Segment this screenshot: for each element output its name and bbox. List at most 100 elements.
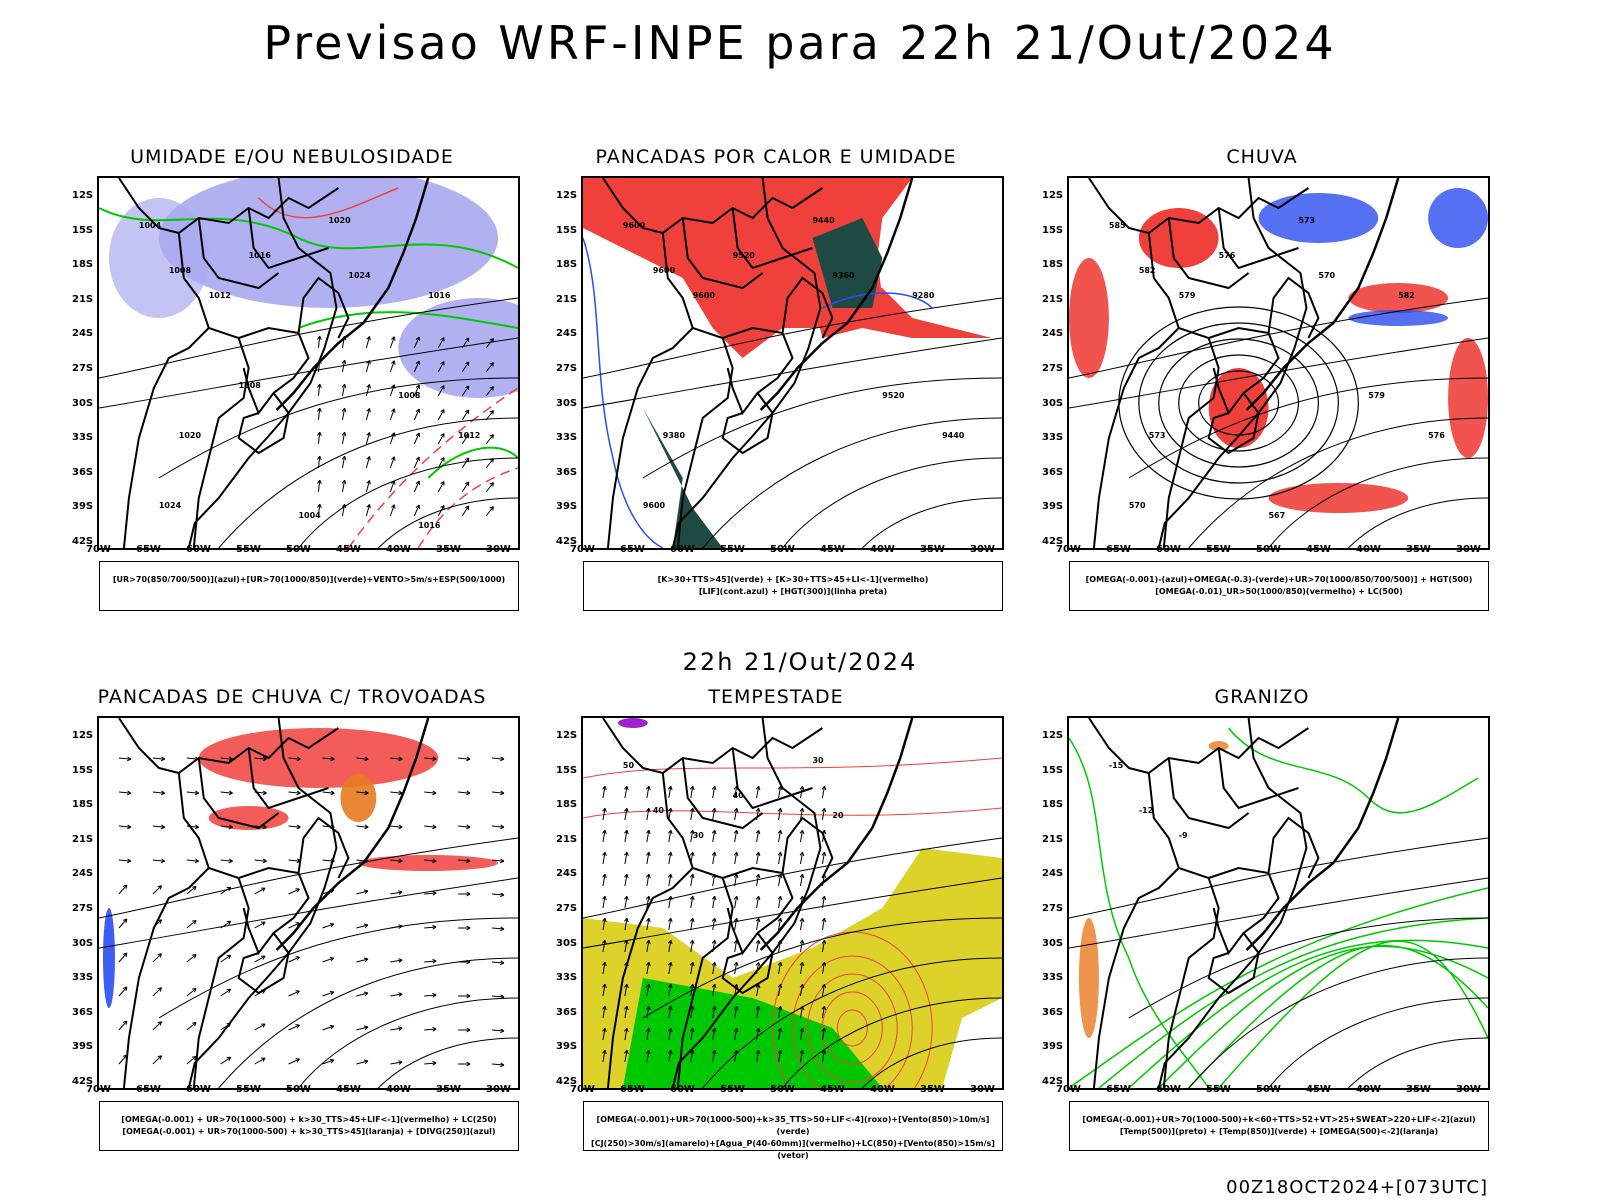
wind-vector	[356, 790, 369, 796]
longitude-label: 70W	[570, 1084, 595, 1095]
wind-vector	[389, 480, 396, 493]
mid-date-label: 22h 21/Out/2024	[682, 648, 918, 676]
wind-vector	[341, 503, 347, 517]
longitude-label: 70W	[570, 544, 595, 555]
wind-vector	[821, 895, 827, 909]
latitude-label: 18S	[72, 799, 94, 811]
wind-vector	[118, 986, 128, 997]
latitude-label: 33S	[72, 972, 94, 984]
wind-vector	[755, 983, 761, 997]
map-area	[97, 716, 520, 1090]
contour-label: 9380	[663, 431, 686, 440]
longitude-label: 55W	[1206, 1084, 1231, 1095]
wind-vector	[602, 851, 607, 865]
isoline	[1268, 997, 1488, 1088]
longitude-label: 50W	[286, 1084, 311, 1095]
wind-vector	[646, 1027, 651, 1041]
country-border	[722, 866, 794, 956]
wind-vector	[461, 433, 470, 445]
wind-vector	[799, 895, 805, 909]
wind-vector	[288, 1024, 300, 1031]
wind-vector	[689, 807, 695, 821]
wind-vector	[254, 824, 267, 830]
wind-vector	[413, 456, 420, 469]
latitude-label: 27S	[72, 363, 94, 374]
isoline	[99, 337, 518, 409]
wind-vector	[254, 858, 267, 864]
legend-line: [OMEGA(-0.001)-(azul)+OMEGA(-0.3)-(verde…	[1085, 575, 1473, 584]
wind-vector	[288, 1058, 300, 1065]
wind-vector	[777, 961, 783, 975]
country-border	[1217, 747, 1299, 810]
legend-line: [UR>70(850/700/500)](azul)+[UR>70(1000/8…	[112, 575, 506, 584]
wind-vector	[437, 433, 445, 445]
wind-vector	[461, 409, 470, 421]
wind-vector	[733, 829, 739, 843]
wind-vector	[492, 994, 505, 1000]
wind-vector	[624, 829, 629, 843]
wind-vector	[186, 953, 197, 963]
wind-vector	[492, 960, 505, 966]
wind-vector	[689, 1049, 695, 1063]
latitude-label: 18S	[72, 259, 94, 271]
wind-vector	[711, 961, 717, 975]
wind-vector	[733, 1005, 739, 1019]
wind-vector	[777, 873, 783, 887]
wind-vector	[389, 408, 396, 421]
wind-vector	[424, 890, 437, 896]
wind-vector	[461, 361, 470, 373]
wind-vector	[317, 503, 322, 517]
latitude-label: 24S	[556, 328, 578, 340]
contour-label: 40	[733, 791, 745, 800]
wind-vector	[799, 851, 805, 865]
wind-vector	[602, 1005, 607, 1019]
wind-vector	[437, 337, 445, 349]
latitude-label: 36S	[72, 466, 94, 478]
country-border	[1167, 217, 1250, 290]
wind-vector	[602, 1049, 607, 1063]
wind-vector	[602, 961, 607, 975]
legend-box: [OMEGA(-0.001) + UR>70(1000-500) + k>30_…	[99, 1101, 519, 1151]
country-border	[118, 178, 339, 235]
coastline	[759, 718, 914, 951]
wind-vector	[365, 408, 371, 421]
latitude-label: 42S	[72, 1076, 94, 1087]
thunderstorm-red-area	[358, 855, 499, 871]
pressure-red-contour	[583, 807, 1002, 819]
wind-vector	[711, 1049, 717, 1063]
wind-vector	[799, 873, 805, 887]
isoline	[1069, 297, 1488, 379]
wind-vector	[461, 457, 470, 469]
longitude-label: 60W	[186, 544, 211, 555]
contour-label: 1012	[458, 431, 480, 440]
legend-line: [CJ(250)>30m/s](amarelo)+[Agua_P(40-60mm…	[591, 1139, 995, 1160]
isoline	[861, 497, 1002, 548]
wind-vector	[624, 785, 629, 799]
wind-vector	[821, 1005, 827, 1019]
wind-vector	[711, 851, 717, 865]
wind-vector	[317, 431, 322, 445]
wind-vector	[733, 1027, 739, 1041]
latitude-label: 33S	[1042, 972, 1064, 984]
country-border	[606, 867, 694, 1088]
latitude-label: 30S	[556, 397, 578, 409]
wind-vector	[288, 990, 300, 997]
contour-label: 9600	[653, 266, 676, 275]
wind-vector	[186, 756, 199, 762]
wind-vector	[711, 939, 717, 953]
wind-vector	[118, 756, 132, 762]
country-border	[1147, 232, 1220, 548]
country-border	[197, 757, 280, 830]
rain-red-area	[1208, 368, 1269, 448]
contour-label: 9600	[643, 501, 666, 510]
wind-vector	[711, 917, 717, 931]
contour-label: -12	[1139, 806, 1153, 815]
wind-vector	[711, 807, 717, 821]
country-border	[1267, 816, 1320, 879]
wind-vector	[458, 993, 471, 999]
wind-vector	[799, 939, 805, 953]
wind-vector	[777, 1005, 783, 1019]
country-border	[661, 772, 734, 1088]
longitude-label: 30W	[1456, 544, 1481, 555]
latitude-label: 21S	[1042, 293, 1064, 305]
